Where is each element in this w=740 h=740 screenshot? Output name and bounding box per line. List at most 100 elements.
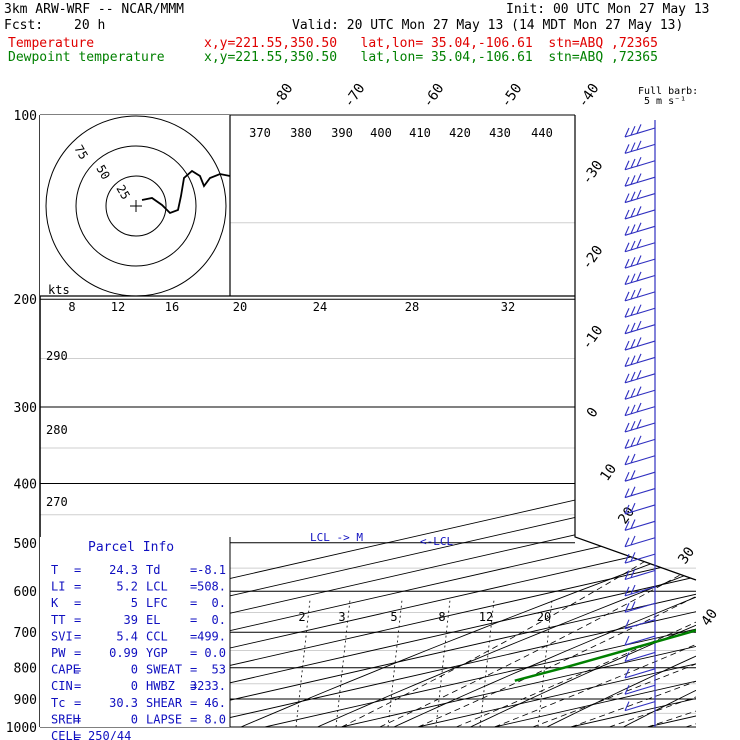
barb-flag — [636, 288, 642, 298]
barb-flag — [624, 176, 630, 187]
theta-e-label: 390 — [331, 126, 353, 140]
barb-flag — [636, 206, 642, 216]
theta-e-label: 420 — [449, 126, 471, 140]
forecast-hour: 20 h — [74, 18, 106, 33]
parcel-value: 24.3 — [109, 563, 138, 577]
moist-adiabat--5 — [379, 298, 696, 727]
parcel-value: 5 — [131, 596, 138, 610]
parcel-value: 53 — [212, 663, 226, 677]
sounding-series — [514, 628, 696, 682]
barb-flag — [624, 586, 630, 597]
pressure-label-700: 700 — [14, 626, 37, 641]
parcel-key: SVI — [51, 629, 73, 643]
valid-time: Valid: 20 UTC Mon 27 May 13 (14 MDT Mon … — [292, 18, 684, 33]
theta-e-label: 430 — [489, 126, 511, 140]
barb-flag — [636, 238, 642, 249]
mixing-ratio-8 — [435, 599, 451, 727]
wind-barb — [624, 258, 656, 269]
mixing-ratio-lines: 2 3 5 8 12 20 — [295, 599, 553, 727]
parcel-eq: = — [190, 696, 197, 710]
moist-adiabat-35 — [685, 298, 696, 727]
isotherm-label: 0 — [584, 405, 602, 421]
isotherm-label: -20 — [579, 243, 607, 273]
wind-barb — [624, 488, 656, 499]
barb-flag — [624, 127, 630, 138]
barb-flag — [630, 470, 636, 480]
parcel-eq: = — [190, 712, 197, 726]
wind-barb — [624, 504, 656, 515]
barb-flag — [636, 419, 642, 429]
barb-flag — [636, 353, 642, 364]
parcel-eq: = — [190, 629, 197, 643]
wind-barb — [624, 373, 656, 384]
isotherm-label: 20 — [615, 504, 638, 527]
barb-flag — [630, 519, 636, 529]
barb-flag — [630, 322, 636, 333]
adiabat-lines — [240, 115, 696, 727]
hodograph-ring — [45, 115, 227, 297]
parcel-value: 0 — [131, 663, 138, 677]
barb-flag — [630, 404, 636, 415]
wind-barb — [624, 520, 656, 531]
moist-adiabat-0 — [417, 298, 696, 727]
parcel-value: 250/44 — [88, 729, 131, 740]
barb-flag — [636, 402, 642, 413]
forecast-label: Fcst: — [4, 18, 44, 33]
barb-flag — [624, 521, 630, 531]
barb-flag — [630, 502, 636, 513]
parcel-eq: = — [74, 663, 81, 677]
parcel-key: CAPE — [51, 663, 80, 677]
isotherm-label: -80 — [269, 81, 297, 111]
wind-barb — [624, 701, 656, 712]
parcel-key: SHEAR — [146, 696, 183, 710]
wind-barb — [624, 389, 656, 400]
parcel-eq: = — [190, 596, 197, 610]
wind-barb — [624, 356, 656, 367]
dry-adiabat-260 — [317, 115, 696, 727]
barb-flag — [630, 257, 636, 267]
isotherm--40 — [111, 115, 696, 727]
mixing-ratio-3 — [335, 599, 351, 727]
barb-flag — [624, 504, 630, 515]
parcel-value: 499. — [197, 629, 226, 643]
wind-barb — [624, 307, 656, 318]
speed-tick: 20 — [233, 300, 247, 314]
wind-barb — [624, 635, 656, 646]
parcel-key: LI — [51, 580, 65, 594]
init-time: Init: 00 UTC Mon 27 May 13 — [506, 2, 710, 17]
parcel-value: 30.3 — [109, 696, 138, 710]
isotherm-label: -60 — [420, 81, 448, 111]
wind-barb — [624, 438, 656, 449]
parcel-value: 0 — [131, 712, 138, 726]
barb-flag — [624, 291, 630, 302]
hodograph-ring — [75, 145, 197, 267]
barb-flag — [630, 601, 636, 611]
wind-barb — [624, 291, 656, 302]
wind-barb — [624, 209, 656, 220]
wind-barb — [624, 340, 656, 351]
parcel-eq: = — [74, 729, 81, 740]
wind-barb — [624, 176, 656, 187]
parcel-key: CELL — [51, 729, 80, 740]
pressure-label-900: 900 — [14, 693, 37, 708]
barb-flag — [630, 568, 636, 578]
theta-label: 280 — [46, 423, 68, 437]
dry-adiabat-280 — [470, 115, 696, 727]
barb-flag — [624, 242, 630, 252]
barb-flag — [630, 486, 636, 496]
barb-flag — [624, 209, 630, 220]
parcel-key: LCL — [146, 580, 168, 594]
isotherm-label: -10 — [579, 323, 607, 353]
theta-label: 290 — [46, 349, 68, 363]
barb-flag — [636, 189, 642, 200]
dry-adiabat-270 — [393, 115, 696, 727]
wind-barb — [624, 127, 656, 138]
parcel-key: SWEAT — [146, 663, 182, 677]
isotherm-10 — [494, 115, 696, 727]
isotherm-labels: -80 -70 -60 -50 -40 -30 -20 -10 0 10 20 30 40 — [269, 81, 721, 629]
barb-flag — [624, 406, 630, 416]
mixing-ratio-label-20: 20 — [537, 610, 551, 624]
barb-flag — [624, 308, 630, 318]
